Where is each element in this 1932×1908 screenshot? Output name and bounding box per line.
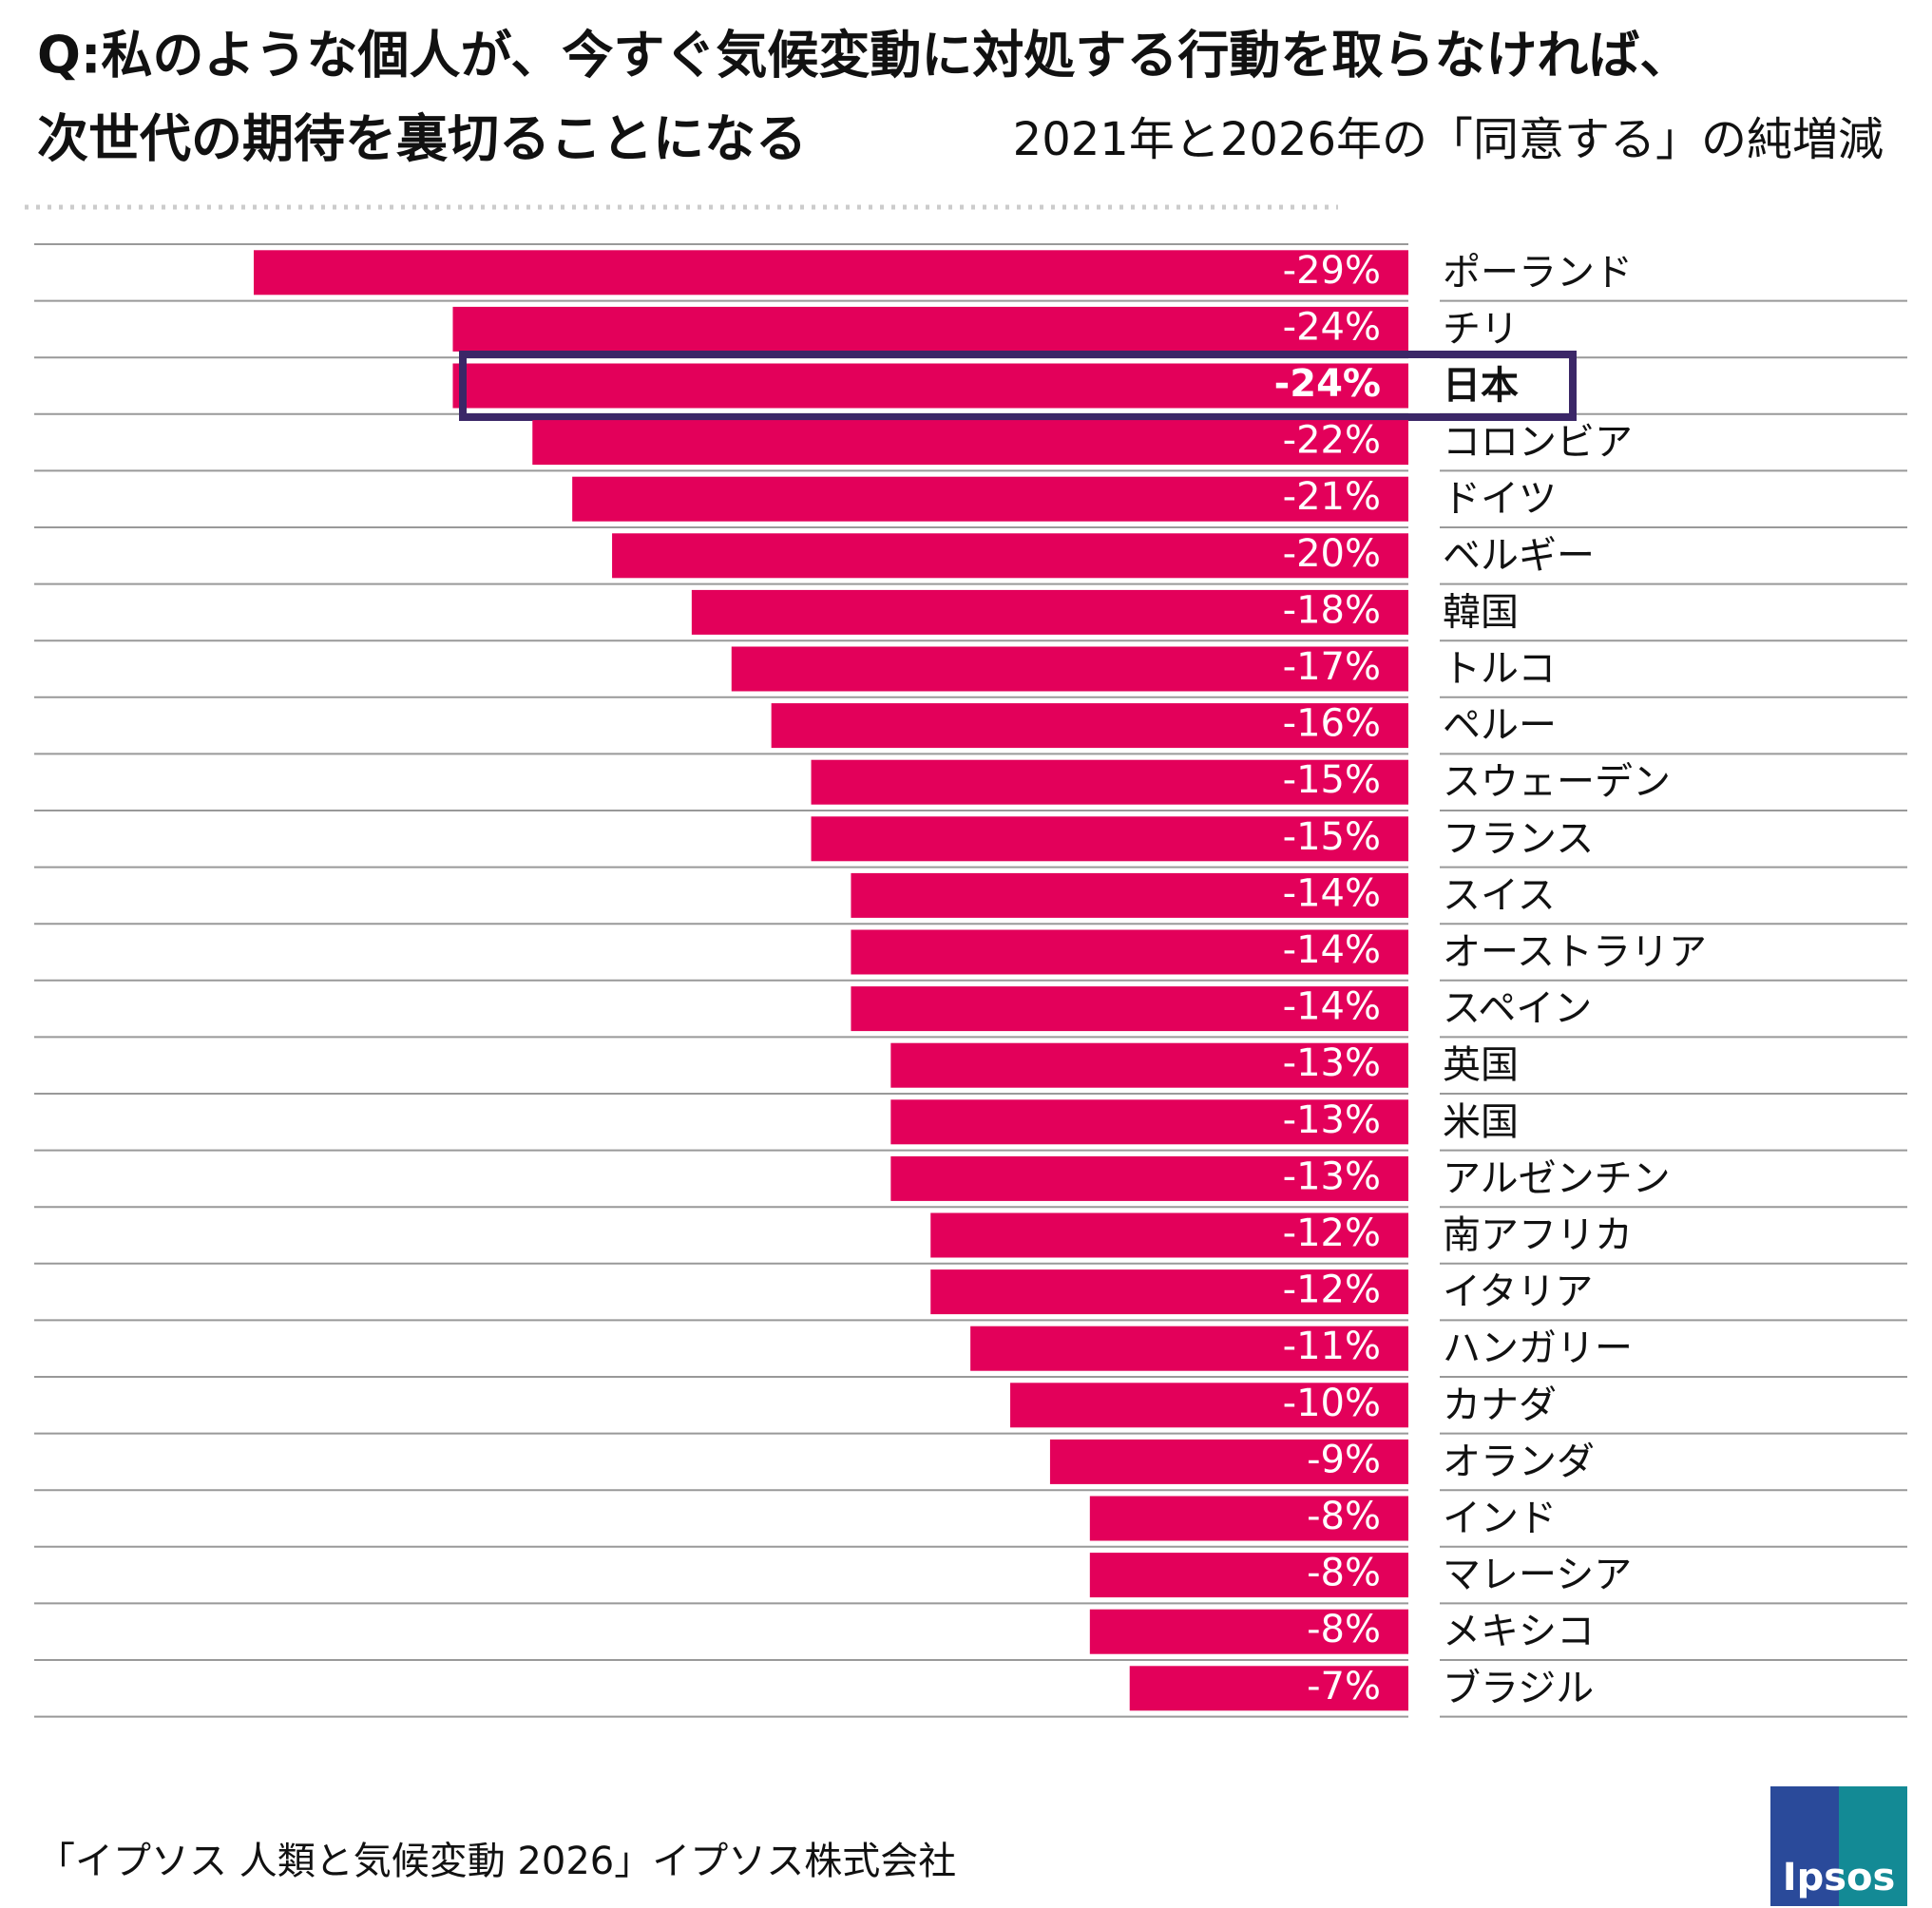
category-label: マレーシア — [1443, 1554, 1632, 1597]
value-label: -10% — [1283, 1382, 1381, 1425]
bar — [612, 533, 1408, 579]
value-label: -18% — [1283, 588, 1381, 632]
bar — [851, 929, 1408, 975]
logo: Ipsos — [1770, 1786, 1907, 1906]
value-label: -24% — [1283, 305, 1381, 349]
bar — [771, 703, 1408, 749]
value-label: -13% — [1283, 1098, 1381, 1142]
value-label: -22% — [1283, 419, 1381, 463]
bar — [691, 589, 1408, 635]
value-label: -8% — [1307, 1608, 1381, 1651]
category-label: 韓国 — [1443, 590, 1519, 634]
category-label: スウェーデン — [1443, 760, 1671, 804]
bar — [811, 759, 1408, 805]
bar — [890, 1155, 1408, 1201]
category-label: 米国 — [1443, 1100, 1519, 1144]
bar — [851, 986, 1408, 1032]
category-label: フランス — [1443, 817, 1594, 861]
value-label: -21% — [1283, 475, 1381, 519]
bar — [1129, 1666, 1408, 1711]
bar — [1089, 1496, 1408, 1541]
value-label: -7% — [1307, 1665, 1381, 1708]
value-label: -15% — [1283, 815, 1381, 859]
category-label: 南アフリカ — [1443, 1213, 1633, 1257]
category-label: ハンガリー — [1443, 1326, 1633, 1370]
bar — [452, 306, 1408, 352]
bar — [1049, 1439, 1408, 1484]
bar — [254, 250, 1408, 296]
value-label: -12% — [1283, 1212, 1381, 1255]
category-label: ドイツ — [1443, 477, 1557, 521]
category-label: ブラジル — [1443, 1667, 1594, 1710]
bar — [851, 872, 1408, 918]
bar — [930, 1212, 1408, 1258]
chart-subtitle: 2021年と2026年の「同意する」の純増減 — [1013, 113, 1884, 166]
value-label: -16% — [1283, 702, 1381, 746]
category-label: カナダ — [1443, 1383, 1557, 1427]
bar — [890, 1099, 1408, 1145]
bar — [970, 1326, 1408, 1371]
category-label: ペルー — [1443, 704, 1557, 748]
bar — [532, 420, 1408, 466]
value-label: -15% — [1283, 758, 1381, 802]
category-label: イタリア — [1443, 1270, 1593, 1314]
category-label: スペイン — [1443, 987, 1592, 1031]
category-label: チリ — [1443, 307, 1519, 351]
category-label: コロンビア — [1443, 421, 1633, 465]
highlight-box — [459, 351, 1577, 421]
chart-title: 次世代の期待を裏切ることになる — [37, 109, 807, 169]
bar — [1010, 1383, 1408, 1428]
source: 「イプソス 人類と気候変動 2026」イプソス株式会社 — [37, 1840, 956, 1883]
logo-accent — [1839, 1786, 1907, 1906]
category-label: メキシコ — [1443, 1610, 1595, 1653]
category-label: トルコ — [1443, 647, 1556, 691]
category-label: ポーランド — [1443, 251, 1633, 295]
value-label: -14% — [1283, 985, 1381, 1029]
value-label: -29% — [1283, 249, 1381, 293]
bar — [572, 476, 1408, 522]
bar — [811, 816, 1408, 862]
category-label: オーストラリア — [1443, 930, 1707, 974]
category-label: スイス — [1443, 873, 1556, 917]
value-label: -20% — [1283, 532, 1381, 576]
chart-title: Q:私のような個人が、今すぐ気候変動に対処する行動を取らなければ、 — [37, 26, 1691, 86]
value-label: -14% — [1283, 928, 1381, 972]
category-label: オランダ — [1443, 1440, 1595, 1483]
bar — [1089, 1609, 1408, 1654]
bar — [731, 646, 1408, 692]
value-label: -8% — [1307, 1495, 1381, 1538]
bar — [452, 363, 1408, 409]
category-label: アルゼンチン — [1443, 1156, 1671, 1200]
value-label: -9% — [1307, 1438, 1381, 1481]
value-label: -12% — [1283, 1269, 1381, 1312]
bar — [1089, 1553, 1408, 1598]
bar — [890, 1042, 1408, 1088]
value-label: -11% — [1283, 1325, 1381, 1368]
category-label: ベルギー — [1443, 534, 1595, 578]
value-label: -13% — [1283, 1041, 1381, 1085]
category-label: 日本 — [1443, 364, 1519, 408]
category-label: インド — [1443, 1497, 1557, 1540]
logo-text: Ipsos — [1783, 1856, 1896, 1899]
value-label: -24% — [1274, 362, 1381, 406]
value-label: -14% — [1283, 871, 1381, 915]
category-label: 英国 — [1443, 1043, 1519, 1087]
value-label: -13% — [1283, 1154, 1381, 1198]
value-label: -8% — [1307, 1552, 1381, 1595]
value-label: -17% — [1283, 645, 1381, 689]
bar — [930, 1269, 1408, 1315]
